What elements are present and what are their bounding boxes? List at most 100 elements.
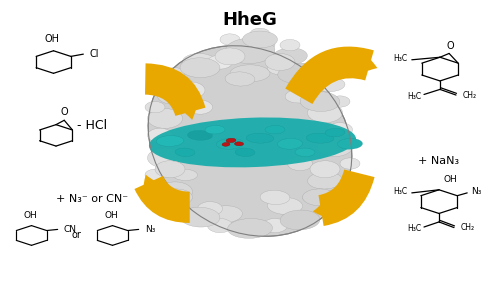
Ellipse shape <box>325 192 345 203</box>
Ellipse shape <box>158 182 192 202</box>
Ellipse shape <box>165 68 185 79</box>
Ellipse shape <box>208 219 233 233</box>
Ellipse shape <box>265 54 295 70</box>
Ellipse shape <box>228 219 272 238</box>
Ellipse shape <box>148 128 172 142</box>
Ellipse shape <box>308 103 342 123</box>
Ellipse shape <box>175 148 195 157</box>
Ellipse shape <box>268 197 302 214</box>
Ellipse shape <box>175 82 205 99</box>
Ellipse shape <box>278 138 302 149</box>
Ellipse shape <box>325 128 345 137</box>
Ellipse shape <box>180 58 220 78</box>
Ellipse shape <box>158 87 192 104</box>
Text: OH: OH <box>44 34 60 44</box>
Ellipse shape <box>310 62 330 73</box>
Ellipse shape <box>222 142 230 146</box>
Text: H₃C: H₃C <box>407 224 421 233</box>
Text: CH₂: CH₂ <box>461 223 475 232</box>
Text: + N₃⁻ or CN⁻: + N₃⁻ or CN⁻ <box>56 194 128 204</box>
Text: H₃C: H₃C <box>407 92 421 101</box>
Text: OH: OH <box>444 175 458 184</box>
Text: H₃C: H₃C <box>394 54 408 63</box>
Ellipse shape <box>188 130 212 140</box>
Ellipse shape <box>290 214 310 226</box>
Ellipse shape <box>280 39 300 51</box>
FancyArrowPatch shape <box>313 169 374 226</box>
FancyArrowPatch shape <box>134 175 190 223</box>
Ellipse shape <box>216 138 244 149</box>
Ellipse shape <box>260 190 290 204</box>
Ellipse shape <box>234 142 244 146</box>
Ellipse shape <box>262 219 287 233</box>
Ellipse shape <box>182 54 218 70</box>
Ellipse shape <box>308 172 342 189</box>
Ellipse shape <box>246 133 274 143</box>
Ellipse shape <box>280 210 320 230</box>
Ellipse shape <box>268 61 292 75</box>
Text: CH₂: CH₂ <box>463 91 477 100</box>
Text: HheG: HheG <box>222 11 278 29</box>
Ellipse shape <box>158 75 192 94</box>
Ellipse shape <box>198 202 222 216</box>
Ellipse shape <box>158 189 192 206</box>
Ellipse shape <box>265 125 285 134</box>
Ellipse shape <box>295 148 315 157</box>
Ellipse shape <box>226 138 236 143</box>
Ellipse shape <box>208 55 233 69</box>
Ellipse shape <box>148 148 182 168</box>
Text: N₃: N₃ <box>144 225 155 234</box>
Ellipse shape <box>148 109 182 128</box>
Ellipse shape <box>220 34 240 45</box>
Ellipse shape <box>330 96 350 107</box>
Text: - HCl: - HCl <box>78 119 108 132</box>
Ellipse shape <box>145 102 165 113</box>
Ellipse shape <box>170 203 190 214</box>
Ellipse shape <box>188 100 212 114</box>
FancyArrowPatch shape <box>145 63 206 120</box>
Ellipse shape <box>278 63 322 83</box>
Ellipse shape <box>155 78 185 92</box>
Ellipse shape <box>340 158 360 169</box>
Ellipse shape <box>225 72 255 86</box>
Ellipse shape <box>288 157 312 171</box>
Text: CN: CN <box>64 225 76 234</box>
Text: O: O <box>446 41 454 51</box>
Text: H₃C: H₃C <box>394 187 408 196</box>
Ellipse shape <box>208 206 242 223</box>
Text: OH: OH <box>23 211 37 220</box>
Ellipse shape <box>156 136 184 146</box>
Text: O: O <box>60 107 68 117</box>
Text: or: or <box>71 230 81 241</box>
Ellipse shape <box>300 92 340 111</box>
Ellipse shape <box>235 148 255 157</box>
Ellipse shape <box>172 169 198 180</box>
Ellipse shape <box>315 78 345 92</box>
Ellipse shape <box>215 48 245 65</box>
Ellipse shape <box>155 161 185 178</box>
Ellipse shape <box>250 28 270 39</box>
Ellipse shape <box>290 70 330 87</box>
Ellipse shape <box>302 189 338 206</box>
Ellipse shape <box>338 138 362 149</box>
FancyArrowPatch shape <box>286 47 378 104</box>
Ellipse shape <box>225 38 275 63</box>
Ellipse shape <box>230 41 270 61</box>
Ellipse shape <box>302 192 328 203</box>
Ellipse shape <box>242 31 278 48</box>
Ellipse shape <box>318 137 352 157</box>
Ellipse shape <box>230 65 270 82</box>
Ellipse shape <box>306 133 334 143</box>
Text: OH: OH <box>104 211 118 220</box>
Ellipse shape <box>245 38 275 52</box>
Ellipse shape <box>272 48 308 65</box>
Ellipse shape <box>145 169 165 180</box>
Ellipse shape <box>285 89 315 103</box>
Ellipse shape <box>148 46 352 236</box>
Text: N₃: N₃ <box>471 187 482 196</box>
Ellipse shape <box>149 118 356 167</box>
Text: + NaN₃: + NaN₃ <box>418 156 459 166</box>
Ellipse shape <box>180 207 220 227</box>
Ellipse shape <box>205 125 225 134</box>
Ellipse shape <box>328 123 352 137</box>
